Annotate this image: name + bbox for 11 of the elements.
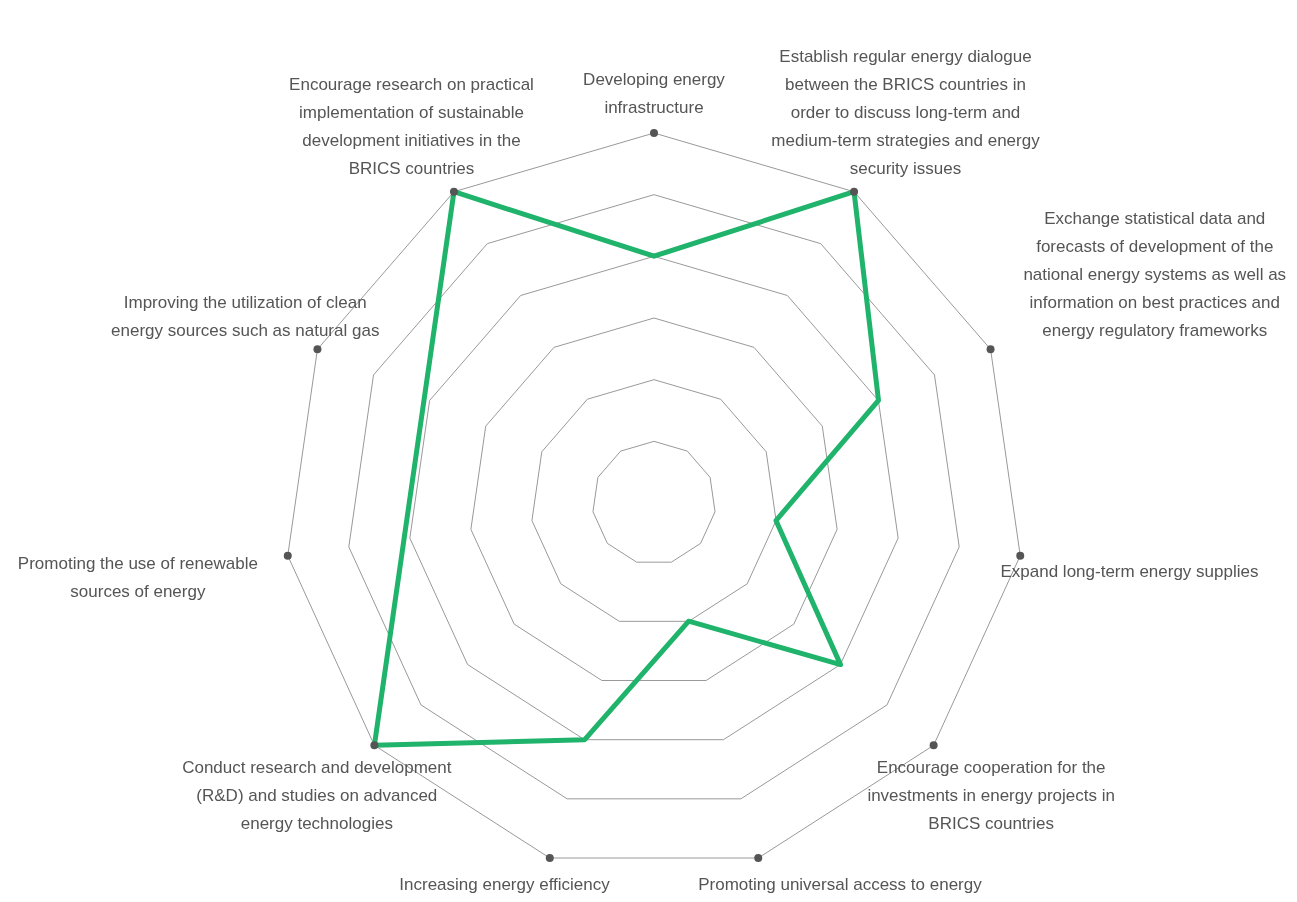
spoke-label: Encourage research on practical implementation of sustainable development initiatives in the BRICS countries bbox=[289, 74, 534, 178]
spoke-label: Promoting universal access to energy bbox=[698, 875, 983, 895]
spoke-label: Exchange statistical data and forecasts of development of the national energy systems as well as information on best practices and energy regulatory frameworks bbox=[1023, 209, 1287, 341]
spoke-label: Promoting the use of renewable sources of energy bbox=[17, 554, 258, 602]
spoke-label: Developing energy infrastructure bbox=[583, 70, 726, 117]
spoke-label: Encourage cooperation for the investments in energy projects in BRICS countries bbox=[867, 758, 1115, 834]
spoke-label: Expand long-term energy supplies bbox=[1000, 562, 1259, 582]
spoke-label: Increasing energy efficiency bbox=[399, 875, 611, 895]
spoke-label: Conduct research and development (R&D) and studies on advanced energy technologies bbox=[182, 758, 452, 834]
spoke-label: Establish regular energy dialogue between the BRICS countries in order to discuss long-term and medium-term strategies and energy security issues bbox=[771, 46, 1041, 178]
spoke-label: Improving the utilization of clean energy sources such as natural gas bbox=[111, 293, 380, 341]
